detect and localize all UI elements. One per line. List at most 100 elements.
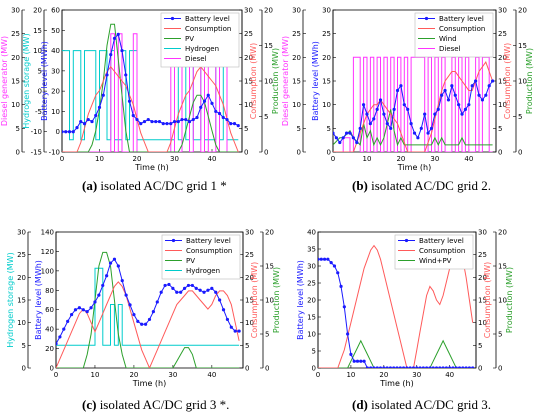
data-point-battery-level [75,126,79,130]
data-point-battery-level [471,366,475,368]
y-tick-label: 25 [498,30,507,38]
x-axis-label: Time (h) [132,379,166,388]
y-tick-label: 20 [292,54,301,62]
chart-panel-b: 0 5 10 15 20 25 30 Diesel generator (MW) 0 5 10 15 2… [281,7,534,173]
data-point-battery-level [190,283,194,288]
y-tick-label: 10 [11,101,20,109]
y-tick-label: 20 [322,54,331,62]
y-tick-label: 40 [45,326,54,334]
data-point-battery-level [358,126,362,130]
data-point-battery-level [124,293,128,297]
data-point-battery-level [79,119,83,124]
data-point-battery-level [418,366,422,368]
y-tick-label: 5 [265,331,269,339]
data-point-battery-level [416,136,420,140]
data-point-battery-level [175,290,179,294]
data-point-battery-level [464,366,468,368]
legend-box [161,234,241,280]
legend-label: Consumption [419,247,465,255]
data-point-battery-level [389,126,393,130]
y-tick-label: 25 [307,280,316,288]
y-tick-label: 25 [292,30,301,38]
right-axis-label: Consumption (MW) [483,262,492,339]
data-point-battery-level [184,117,188,122]
y-tick-label: 15 [322,78,331,86]
data-point-battery-level [116,32,120,36]
data-point-battery-level [165,122,169,126]
data-point-battery-level [448,366,452,368]
legend-label: Wind [439,35,457,43]
x-tick-label: 0 [331,155,335,163]
data-point-battery-level [361,103,366,107]
data-point-battery-level [225,317,230,322]
data-point-battery-level [434,366,439,368]
y-tick-label: 0 [16,149,20,157]
legend-label: Wind+PV [419,257,452,265]
y-tick-label: -5 [35,108,42,116]
data-point-battery-level [368,122,372,126]
y-tick-label: 0 [264,149,268,157]
y-tick-label: 10 [265,297,274,305]
y-tick-label: 20 [51,88,60,96]
right-axis-label: Production (MW) [525,48,534,114]
right-axis-label: Consumption (MW) [503,43,512,120]
data-point-battery-level [82,122,87,126]
data-point-battery-level [172,119,177,124]
data-point-battery-level [229,325,233,329]
right-axis-label: Production (MW) [272,267,281,333]
data-point-battery-level [233,329,237,333]
y-tick-label: 20 [17,274,26,282]
legend-marker [170,16,175,21]
data-point-battery-level [382,112,386,116]
y-tick-label: 0 [22,365,26,373]
x-tick-label: 30 [430,155,439,163]
legend-label: Battery level [186,237,231,245]
data-point-battery-level [443,88,447,93]
data-point-battery-level [132,312,136,317]
y-tick-label: 5 [498,125,502,133]
x-tick-label: 40 [207,371,216,379]
y-tick-label: 35 [307,246,316,254]
data-point-battery-level [142,119,147,124]
data-point-battery-level [217,111,222,116]
data-point-battery-level [202,99,207,103]
y-tick-label: 30 [244,7,253,15]
y-tick-label: 30 [322,7,331,15]
x-tick-label: 40 [208,155,217,163]
data-point-battery-level [94,113,98,118]
x-axis-label: Time (h) [397,163,431,172]
data-point-battery-level [334,136,338,140]
x-tick-label: 30 [412,371,421,379]
data-point-battery-level [206,93,210,97]
caption-c: (c) isolated AC/DC grid 3 *. [82,397,230,412]
y-tick-label: 0 [297,149,301,157]
x-tick-label: 20 [379,371,388,379]
data-point-battery-level [344,131,349,135]
data-point-battery-level [398,366,402,368]
series-layer [318,244,475,368]
data-point-battery-level [140,322,144,326]
data-point-battery-level [62,130,64,134]
data-point-battery-level [187,119,192,124]
y-tick-label: 100 [41,267,54,275]
data-point-battery-level [218,298,222,302]
x-tick-label: 40 [464,155,473,163]
y-tick-label: 15 [265,263,274,271]
series-line-consumption [56,281,240,368]
data-point-battery-level [365,366,369,368]
data-point-battery-level [461,366,465,368]
y-tick-label: 10 [322,101,331,109]
data-point-battery-level [120,278,124,283]
data-point-battery-level [388,366,393,368]
legend-label: Hydrogen [185,45,219,53]
caption-a: (a) isolated AC/DC grid 1 * [82,178,227,193]
left-axis-label: Diesel generator (MW) [0,36,9,126]
data-point-battery-level [385,122,389,126]
y-tick-label: 120 [41,248,54,256]
data-point-battery-level [429,126,434,130]
data-point-battery-level [64,130,68,134]
legend-label: Diesel [185,55,207,63]
data-point-battery-level [214,290,218,294]
y-tick-label: 20 [11,54,20,62]
data-point-battery-level [62,327,66,331]
